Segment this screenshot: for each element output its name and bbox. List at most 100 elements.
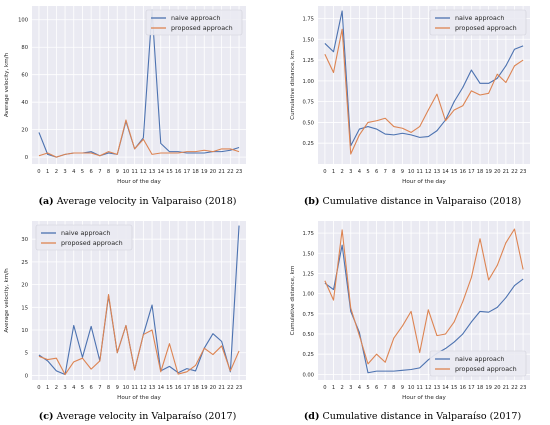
legend-label-proposed: proposed approach	[171, 24, 233, 32]
y-tick-label: 1.75	[302, 231, 314, 237]
x-tick-label: 6	[375, 385, 378, 391]
y-tick-label: 1.75	[302, 16, 314, 22]
x-tick-label: 11	[131, 385, 138, 391]
chart-panel-1: 0 1 2 3 4 5 6 7 8 9 10 11 12 13 14 15 16 17 18 19 20 21 22 230.…	[290, 6, 530, 185]
series-line-naive	[324, 10, 524, 147]
y-axis-label: Cumulative distance, km	[290, 50, 296, 120]
x-tick-label: 18	[192, 169, 199, 175]
x-tick-label: 0	[323, 385, 326, 391]
x-axis-label: Hour of the day	[117, 395, 161, 401]
caption-b: (b) Cumulative distance in Valparaiso (2…	[303, 196, 522, 207]
y-tick-label: 40	[21, 100, 28, 106]
y-tick-label: 0.75	[302, 312, 314, 318]
legend: naive approach proposed approach	[35, 224, 133, 251]
x-tick-label: 16	[459, 169, 466, 175]
x-tick-label: 13	[149, 169, 156, 175]
x-tick-label: 21	[503, 385, 510, 391]
chart-panel-3: 0 1 2 3 4 5 6 7 8 9 10 11 12 13 14 15 16 17 18 19 20 21 22 230.…	[290, 221, 530, 401]
y-tick-label: 1.00	[302, 292, 314, 298]
y-tick-label: 20	[21, 128, 28, 134]
x-tick-label: 6	[89, 385, 92, 391]
x-tick-label: 22	[511, 385, 518, 391]
y-tick-label: 5	[25, 351, 28, 357]
y-tick-label: 15	[21, 305, 28, 311]
y-tick-label: 0.25	[302, 352, 314, 358]
y-tick-label: 0	[25, 155, 28, 161]
legend-label-proposed: proposed approach	[455, 365, 517, 373]
x-tick-label: 20	[494, 169, 501, 175]
y-tick-label: 30	[21, 237, 28, 243]
x-tick-label: 19	[201, 385, 208, 391]
chart-panel-2: 0 1 2 3 4 5 6 7 8 9 10 11 12 13 14 15 16 17 18 19 20 21 22 2305…	[4, 221, 246, 401]
x-tick-label: 11	[416, 169, 423, 175]
y-tick-label: 0.00	[302, 372, 314, 378]
y-tick-label: 25	[21, 260, 28, 266]
y-tick-label: 0.75	[302, 100, 314, 106]
x-tick-label: 3	[349, 385, 352, 391]
x-tick-label: 8	[392, 385, 395, 391]
x-tick-label: 0	[37, 385, 40, 391]
x-tick-label: 12	[425, 385, 432, 391]
x-tick-label: 6	[89, 169, 92, 175]
x-tick-label: 17	[184, 169, 191, 175]
x-tick-label: 13	[434, 385, 441, 391]
x-tick-label: 3	[63, 169, 66, 175]
x-tick-label: 18	[477, 385, 484, 391]
x-axis-label: Hour of the day	[402, 395, 446, 401]
x-tick-label: 23	[236, 169, 243, 175]
x-tick-label: 11	[416, 385, 423, 391]
x-tick-label: 19	[485, 385, 492, 391]
x-tick-label: 2	[340, 385, 343, 391]
legend: naive approach proposed approach	[429, 350, 527, 377]
x-tick-label: 13	[149, 385, 156, 391]
x-tick-label: 11	[131, 169, 138, 175]
legend-label-naive: naive approach	[171, 14, 220, 22]
legend-label-naive: naive approach	[455, 355, 504, 363]
y-tick-label: 0	[25, 373, 28, 379]
y-tick-label: 1.50	[302, 251, 314, 257]
x-tick-label: 2	[340, 169, 343, 175]
x-tick-label: 10	[123, 169, 130, 175]
series-line-naive	[324, 244, 524, 374]
x-tick-label: 15	[451, 385, 458, 391]
x-tick-label: 23	[236, 385, 243, 391]
y-axis-label: Cumulative distance, km	[290, 266, 296, 336]
x-tick-label: 1	[332, 169, 335, 175]
y-tick-label: 1.50	[302, 37, 314, 43]
legend-label-proposed: proposed approach	[455, 24, 517, 32]
x-tick-label: 16	[175, 385, 182, 391]
legend-label-naive: naive approach	[455, 14, 504, 22]
x-tick-label: 10	[408, 169, 415, 175]
x-tick-label: 12	[140, 169, 147, 175]
caption-d: (d) Cumulative distance in Valparaíso (2…	[303, 411, 522, 422]
x-tick-label: 10	[123, 385, 130, 391]
chart-panel-0: 0 1 2 3 4 5 6 7 8 9 10 11 12 13 14 15 16 17 18 19 20 21 22 2302…	[4, 6, 246, 185]
y-axis-label: Average velocity, km/h	[4, 268, 10, 333]
x-tick-label: 5	[366, 385, 369, 391]
x-tick-label: 0	[323, 169, 326, 175]
legend-box	[429, 350, 527, 377]
x-tick-label: 18	[192, 385, 199, 391]
x-tick-label: 18	[477, 169, 484, 175]
x-axis-label: Hour of the day	[117, 179, 161, 185]
x-tick-label: 12	[425, 169, 432, 175]
x-tick-label: 8	[107, 385, 110, 391]
legend-box	[35, 224, 133, 251]
x-tick-label: 6	[375, 169, 378, 175]
y-tick-label: 1.25	[302, 271, 314, 277]
x-tick-label: 23	[520, 169, 527, 175]
y-tick-label: 80	[21, 45, 28, 51]
x-tick-label: 20	[210, 385, 217, 391]
x-tick-label: 2	[55, 385, 58, 391]
x-tick-label: 21	[218, 385, 225, 391]
caption-a: (a) Average velocity in Valparaiso (2018…	[38, 196, 237, 207]
x-tick-label: 9	[401, 385, 404, 391]
x-tick-label: 14	[442, 385, 449, 391]
caption-c: (c) Average velocity in Valparaíso (2017…	[38, 411, 237, 422]
x-tick-label: 14	[157, 169, 164, 175]
x-tick-label: 10	[408, 385, 415, 391]
x-tick-label: 14	[157, 385, 164, 391]
series-line-proposed	[324, 28, 524, 155]
x-tick-label: 4	[358, 385, 362, 391]
x-tick-label: 7	[98, 169, 101, 175]
